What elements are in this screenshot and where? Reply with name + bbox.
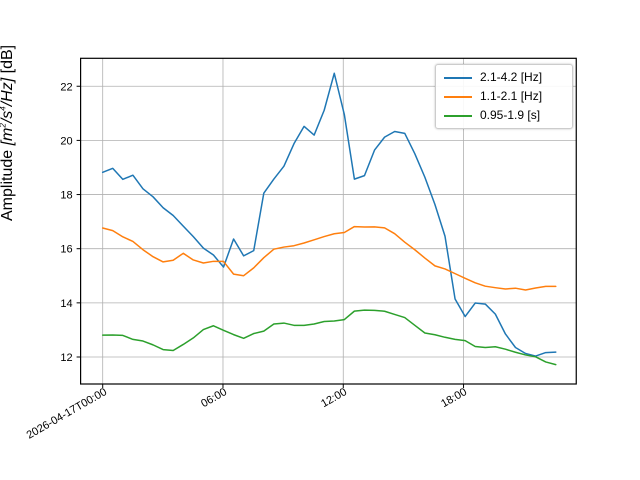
svg-text:20: 20 <box>60 135 72 147</box>
svg-text:14: 14 <box>60 298 72 310</box>
svg-text:12: 12 <box>60 352 72 364</box>
svg-text:16: 16 <box>60 244 72 256</box>
svg-text:22: 22 <box>60 81 72 93</box>
svg-text:18: 18 <box>60 190 72 202</box>
